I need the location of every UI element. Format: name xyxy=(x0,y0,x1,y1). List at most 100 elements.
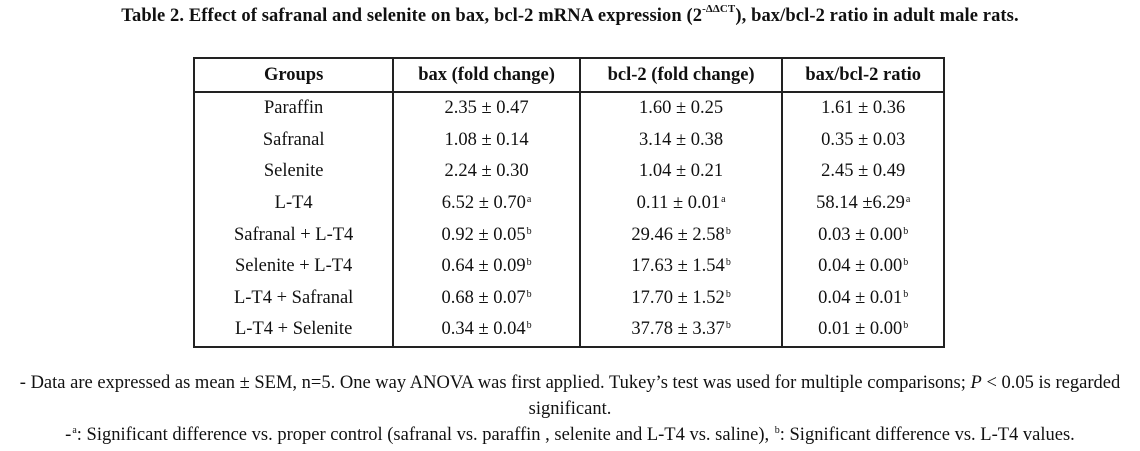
note-statistics: - Data are expressed as mean ± SEM, n=5.… xyxy=(0,370,1140,422)
group-cell: Selenite + L-T4 xyxy=(192,250,395,283)
ratio-cell: 0.04 ± 0.01b xyxy=(781,282,945,315)
group-cell: L-T4 xyxy=(192,187,395,220)
cell-value: 0.34 ± 0.04 xyxy=(441,319,526,340)
bcl2-cell: 0.11 ± 0.01a xyxy=(578,187,784,220)
bcl2-cell: 1.04 ± 0.21 xyxy=(578,156,784,188)
cell-value: 0.04 ± 0.01 xyxy=(818,287,903,308)
bax-cell: 0.68 ± 0.07b xyxy=(392,282,581,315)
significance-superscript: a xyxy=(526,194,532,206)
cell-value: 0.64 ± 0.09 xyxy=(441,256,526,277)
results-table: Groups bax (fold change) bcl-2 (fold cha… xyxy=(192,57,945,348)
cell-value: 37.78 ± 3.37 xyxy=(631,319,725,340)
cell-value: 0.03 ± 0.00 xyxy=(818,224,903,245)
column-header-groups: Groups xyxy=(192,57,395,93)
bcl2-cell: 29.46 ± 2.58b xyxy=(578,219,784,251)
table-row: Selenite 2.24 ± 0.30 1.04 ± 0.21 2.45 ± 0.4… xyxy=(192,156,945,188)
cell-value: 0.11 ± 0.01 xyxy=(636,193,721,214)
bax-cell: 2.35 ± 0.47 xyxy=(392,92,581,125)
cell-value: 58.14 ±6.29 xyxy=(816,193,905,214)
cell-value: L-T4 + Safranal xyxy=(233,287,354,308)
cell-value: 2.45 ± 0.49 xyxy=(821,161,906,182)
cell-value: 6.52 ± 0.70 xyxy=(441,193,526,214)
bcl2-cell: 17.70 ± 1.52b xyxy=(578,282,784,315)
bax-cell: 0.92 ± 0.05b xyxy=(392,219,581,251)
significance-superscript: b xyxy=(903,320,909,332)
bax-cell: 0.64 ± 0.09b xyxy=(392,250,581,283)
cell-value: 2.24 ± 0.30 xyxy=(444,161,529,182)
bax-cell: 2.24 ± 0.30 xyxy=(392,156,581,188)
cell-value: 17.70 ± 1.52 xyxy=(631,287,725,308)
bcl2-cell: 1.60 ± 0.25 xyxy=(578,92,784,125)
group-cell: Safranal + L-T4 xyxy=(192,219,395,251)
table-row: Selenite + L-T4 0.64 ± 0.09b 17.63 ± 1.54b… xyxy=(192,250,945,283)
significance-superscript: a xyxy=(905,194,911,206)
note-superscript-b: b xyxy=(774,425,780,436)
cell-value: Selenite + L-T4 xyxy=(235,256,353,277)
significance-superscript: b xyxy=(725,288,731,300)
significance-superscript: b xyxy=(725,257,731,269)
cell-value: 1.08 ± 0.14 xyxy=(444,129,529,150)
cell-value: 0.92 ± 0.05 xyxy=(441,224,526,245)
note-prefix: - xyxy=(65,425,72,445)
caption-exponent: -ΔΔCT xyxy=(702,2,736,15)
bcl2-cell: 37.78 ± 3.37b xyxy=(578,314,784,348)
group-cell: L-T4 + Selenite xyxy=(192,314,395,348)
cell-value: Safranal + L-T4 xyxy=(233,224,354,245)
significance-superscript: b xyxy=(725,320,731,332)
significance-superscript: b xyxy=(903,288,909,300)
cell-value: 1.04 ± 0.21 xyxy=(639,161,724,182)
caption-text: Table 2. Effect of safranal and selenite… xyxy=(121,6,703,26)
group-cell: Selenite xyxy=(192,156,395,188)
table-notes: - Data are expressed as mean ± SEM, n=5.… xyxy=(0,370,1140,451)
significance-superscript: b xyxy=(526,320,532,332)
ratio-cell: 0.04 ± 0.00b xyxy=(781,250,945,283)
cell-value: 0.68 ± 0.07 xyxy=(441,287,526,308)
table-row: Paraffin 2.35 ± 0.47 1.60 ± 0.25 1.61 ± 0.3… xyxy=(192,92,945,125)
group-cell: Safranal xyxy=(192,124,395,157)
bcl2-cell: 3.14 ± 0.38 xyxy=(578,124,784,157)
cell-value: Paraffin xyxy=(264,98,324,119)
note-statistics-text: - Data are expressed as mean ± SEM, n=5.… xyxy=(19,373,971,393)
significance-superscript: b xyxy=(903,257,909,269)
bcl2-cell: 17.63 ± 1.54b xyxy=(578,250,784,283)
significance-superscript: b xyxy=(903,225,909,237)
table-row: L-T4 6.52 ± 0.70a 0.11 ± 0.01a 58.14 ±6.29a xyxy=(192,187,945,220)
table-row: Safranal 1.08 ± 0.14 3.14 ± 0.38 0.35 ± 0.0… xyxy=(192,124,945,157)
table-header-row: Groups bax (fold change) bcl-2 (fold cha… xyxy=(192,57,945,93)
column-header-bax: bax (fold change) xyxy=(392,57,581,93)
cell-value: 29.46 ± 2.58 xyxy=(631,224,725,245)
table-caption: Table 2. Effect of safranal and selenite… xyxy=(0,2,1140,27)
table-body: Paraffin 2.35 ± 0.47 1.60 ± 0.25 1.61 ± 0.3… xyxy=(192,92,945,348)
cell-value: 0.01 ± 0.00 xyxy=(818,319,903,340)
ratio-cell: 1.61 ± 0.36 xyxy=(781,92,945,125)
table-row: L-T4 + Selenite 0.34 ± 0.04b 37.78 ± 3.37b… xyxy=(192,314,945,348)
p-value-symbol: P xyxy=(970,373,982,393)
cell-value: 2.35 ± 0.47 xyxy=(444,98,529,119)
cell-value: 1.60 ± 0.25 xyxy=(639,98,724,119)
table-row: Safranal + L-T4 0.92 ± 0.05b 29.46 ± 2.58b… xyxy=(192,219,945,251)
significance-superscript: b xyxy=(526,225,532,237)
ratio-cell: 0.03 ± 0.00b xyxy=(781,219,945,251)
significance-superscript: b xyxy=(526,257,532,269)
bax-cell: 1.08 ± 0.14 xyxy=(392,124,581,157)
cell-value: L-T4 xyxy=(274,193,313,214)
note-statistics-threshold: < 0.05 is regarded significant. xyxy=(528,373,1121,419)
note-a-text: : Significant difference vs. proper cont… xyxy=(76,425,774,445)
ratio-cell: 0.01 ± 0.00b xyxy=(781,314,945,348)
note-b-text: : Significant difference vs. L-T4 values… xyxy=(779,425,1075,445)
cell-value: 0.35 ± 0.03 xyxy=(821,129,906,150)
ratio-cell: 0.35 ± 0.03 xyxy=(781,124,945,157)
table-row: L-T4 + Safranal 0.68 ± 0.07b 17.70 ± 1.52b… xyxy=(192,282,945,315)
note-significance: -a: Significant difference vs. proper co… xyxy=(0,422,1140,451)
ratio-cell: 2.45 ± 0.49 xyxy=(781,156,945,188)
significance-superscript: b xyxy=(725,225,731,237)
cell-value: Safranal xyxy=(262,129,325,150)
caption-text-end: ), bax/bcl-2 ratio in adult male rats. xyxy=(735,6,1019,26)
cell-value: 17.63 ± 1.54 xyxy=(631,256,725,277)
group-cell: Paraffin xyxy=(192,92,395,125)
significance-superscript: b xyxy=(526,288,532,300)
bax-cell: 0.34 ± 0.04b xyxy=(392,314,581,348)
significance-superscript: a xyxy=(721,194,726,206)
group-cell: L-T4 + Safranal xyxy=(192,282,395,315)
note-superscript-a: a xyxy=(72,425,77,436)
